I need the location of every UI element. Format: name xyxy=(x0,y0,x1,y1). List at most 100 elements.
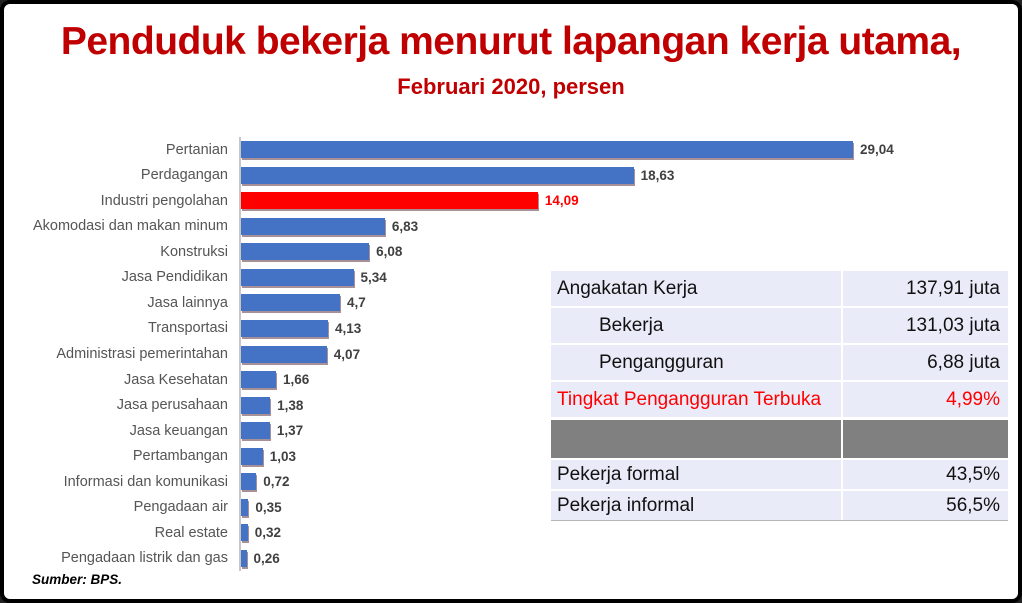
chart-row: Pertanian 29,04 xyxy=(20,137,1000,163)
row-label: Pengangguran xyxy=(551,345,841,380)
bar-track: 14,09 xyxy=(239,188,1000,214)
chart-row: Perdagangan 18,63 xyxy=(20,162,1000,189)
chart-row: Transportasi 4,13 xyxy=(20,315,1000,342)
table-row: Pengangguran 6,88 juta xyxy=(551,345,1008,382)
bar-value-label: 6,83 xyxy=(391,218,419,234)
bar-value-label: 1,03 xyxy=(269,448,296,464)
row-value: 56,5% xyxy=(843,491,1008,520)
bar-track: 0,35 xyxy=(239,494,1000,520)
category-label: Pertambangan xyxy=(132,448,228,465)
chart-row: Jasa lainnya 4,7 xyxy=(20,290,1000,316)
bar xyxy=(241,294,340,312)
bar-track: 6,83 xyxy=(239,213,1000,240)
table-row: Pekerja informal 56,5% xyxy=(551,491,1008,521)
bar xyxy=(241,268,354,286)
bar-track: 1,37 xyxy=(239,417,1000,444)
bar-track: 0,26 xyxy=(239,545,1000,572)
chart-row: Real estate 0,32 xyxy=(20,519,1000,546)
bar-value-label: 0,72 xyxy=(263,474,290,490)
bar xyxy=(241,243,370,261)
stats-table: Angakatan Kerja 137,91 juta Bekerja 131,… xyxy=(551,271,1008,521)
bar-track: 18,63 xyxy=(239,162,1000,189)
category-label: Transportasi xyxy=(147,320,228,337)
bar-track: 1,38 xyxy=(239,392,1000,418)
category-label: Pengadaan air xyxy=(133,499,228,516)
bar xyxy=(241,549,247,567)
chart-row: Jasa Pendidikan 5,34 xyxy=(20,264,1000,291)
table-separator-row xyxy=(551,419,1008,460)
bar-track: 6,08 xyxy=(239,239,1000,265)
row-value: 4,99% xyxy=(843,382,1008,417)
bar-value-label: 1,38 xyxy=(277,397,304,413)
row-label: Pekerja formal xyxy=(551,460,841,489)
category-label: Akomodasi dan makan minum xyxy=(32,218,228,235)
category-label: Perdagangan xyxy=(140,167,228,184)
bar-track: 1,03 xyxy=(239,443,1000,469)
bar xyxy=(241,396,271,414)
category-label: Real estate xyxy=(154,524,228,541)
bar-value-label: 14,09 xyxy=(544,193,579,209)
bar-value-label: 4,07 xyxy=(333,346,361,362)
category-label: Jasa lainnya xyxy=(147,294,228,311)
bar-value-label: 0,32 xyxy=(254,525,281,541)
category-label: Pertanian xyxy=(165,141,228,158)
bar-chart: Pertanian 29,04 Perdagangan 18,63 Industri… xyxy=(20,137,1000,572)
bar-value-label: 18,63 xyxy=(640,167,675,183)
chart-row: Jasa keuangan 1,37 xyxy=(20,417,1000,444)
bar xyxy=(241,447,263,465)
row-label: Bekerja xyxy=(551,308,841,343)
row-value: 137,91 juta xyxy=(843,271,1008,306)
chart-row: Pengadaan listrik dan gas 0,26 xyxy=(20,545,1000,572)
bar-track: 4,07 xyxy=(239,341,1000,367)
chart-row: Pertambangan 1,03 xyxy=(20,443,1000,469)
chart-row: Pengadaan air 0,35 xyxy=(20,494,1000,520)
row-value xyxy=(843,420,1008,458)
row-value: 131,03 juta xyxy=(843,308,1008,343)
bar-value-label: 4,7 xyxy=(347,295,366,311)
bar xyxy=(241,524,248,542)
page-title: Penduduk bekerja menurut lapangan kerja … xyxy=(60,20,962,63)
table-row: Pekerja formal 43,5% xyxy=(551,460,1008,491)
chart-row: Konstruksi 6,08 xyxy=(20,239,1000,265)
category-label: Jasa Kesehatan xyxy=(124,371,228,388)
bar-highlighted xyxy=(241,192,538,210)
bar xyxy=(241,141,853,159)
table-row: Bekerja 131,03 juta xyxy=(551,308,1008,345)
category-label: Informasi dan komunikasi xyxy=(63,473,228,490)
row-label: Tingkat Pengangguran Terbuka xyxy=(551,382,841,417)
table-row: Angakatan Kerja 137,91 juta xyxy=(551,271,1008,308)
bar-value-label: 0,26 xyxy=(253,550,280,566)
row-label: Angakatan Kerja xyxy=(551,271,841,306)
category-label: Jasa perusahaan xyxy=(116,397,228,414)
page-subtitle: Februari 2020, persen xyxy=(397,74,625,99)
bar-track: 0,32 xyxy=(239,519,1000,546)
bar-value-label: 6,08 xyxy=(376,244,403,260)
category-label: Administrasi pemerintahan xyxy=(56,346,228,363)
bar-value-label: 29,04 xyxy=(860,142,894,158)
bar xyxy=(241,345,327,363)
bar-value-label: 1,37 xyxy=(276,423,304,439)
category-label: Jasa keuangan xyxy=(129,422,228,439)
category-label: Pengadaan listrik dan gas xyxy=(61,550,228,567)
chart-row: Jasa Kesehatan 1,66 xyxy=(20,366,1000,393)
chart-row: Jasa perusahaan 1,38 xyxy=(20,392,1000,418)
bar xyxy=(241,371,276,389)
chart-row: Administrasi pemerintahan 4,07 xyxy=(20,341,1000,367)
bar-track: 5,34 xyxy=(239,264,1000,291)
bar xyxy=(241,319,328,337)
row-label xyxy=(551,420,841,458)
bar-value-label: 0,35 xyxy=(255,499,282,515)
category-label: Konstruksi xyxy=(160,243,228,260)
row-value: 43,5% xyxy=(843,460,1008,489)
bar-track: 4,13 xyxy=(239,315,1000,342)
bar-track: 4,7 xyxy=(239,290,1000,316)
chart-row: Industri pengolahan 14,09 xyxy=(20,188,1000,214)
bar xyxy=(241,166,634,184)
bar xyxy=(241,422,270,440)
chart-row: Akomodasi dan makan minum 6,83 xyxy=(20,213,1000,240)
chart-row: Informasi dan komunikasi 0,72 xyxy=(20,468,1000,495)
category-label: Industri pengolahan xyxy=(100,192,228,209)
bar-value-label: 1,66 xyxy=(283,372,310,388)
category-label: Jasa Pendidikan xyxy=(121,269,228,286)
